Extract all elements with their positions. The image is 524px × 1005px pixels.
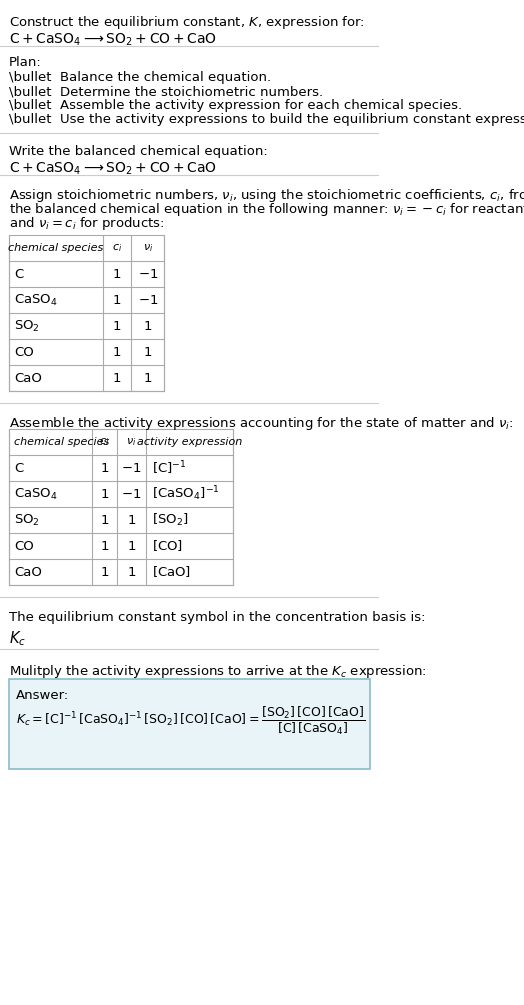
Text: C: C [15,267,24,280]
Text: 1: 1 [144,320,152,333]
Text: CaO: CaO [15,372,42,385]
Text: $[\mathrm{CaSO_4}]^{-1}$: $[\mathrm{CaSO_4}]^{-1}$ [152,484,220,504]
Text: Construct the equilibrium constant, $K$, expression for:: Construct the equilibrium constant, $K$,… [9,14,365,31]
Text: CO: CO [15,540,34,553]
Text: $[\mathrm{CaO}]$: $[\mathrm{CaO}]$ [152,565,191,580]
Text: Assemble the activity expressions accounting for the state of matter and $\nu_i$: Assemble the activity expressions accoun… [9,415,514,432]
Text: $K_c$: $K_c$ [9,629,26,647]
Text: CO: CO [15,346,34,359]
Text: $c_i$: $c_i$ [99,436,110,448]
Text: 1: 1 [127,540,136,553]
Text: 1: 1 [113,293,121,307]
Text: 1: 1 [113,320,121,333]
Text: chemical species: chemical species [15,437,110,447]
Text: activity expression: activity expression [137,437,242,447]
Text: 1: 1 [100,540,108,553]
Text: Mulitply the activity expressions to arrive at the $K_c$ expression:: Mulitply the activity expressions to arr… [9,663,427,680]
Text: the balanced chemical equation in the following manner: $\nu_i = -c_i$ for react: the balanced chemical equation in the fo… [9,201,524,218]
Text: \bullet  Balance the chemical equation.: \bullet Balance the chemical equation. [9,71,271,84]
Text: 1: 1 [144,372,152,385]
Text: \bullet  Use the activity expressions to build the equilibrium constant expressi: \bullet Use the activity expressions to … [9,113,524,126]
FancyBboxPatch shape [9,679,370,769]
Text: $[\mathrm{SO_2}]$: $[\mathrm{SO_2}]$ [152,512,188,528]
Text: Write the balanced chemical equation:: Write the balanced chemical equation: [9,145,267,158]
Text: $\nu_i$: $\nu_i$ [126,436,137,448]
Text: 1: 1 [100,514,108,527]
Text: $\nu_i$: $\nu_i$ [143,242,153,254]
Text: C: C [15,461,24,474]
FancyBboxPatch shape [9,235,164,391]
Text: $[\mathrm{CO}]$: $[\mathrm{CO}]$ [152,539,183,554]
Text: 1: 1 [127,514,136,527]
Text: 1: 1 [100,566,108,579]
Text: \bullet  Assemble the activity expression for each chemical species.: \bullet Assemble the activity expression… [9,99,462,112]
Text: 1: 1 [144,346,152,359]
Text: $K_c = [\mathrm{C}]^{-1}\,[\mathrm{CaSO_4}]^{-1}\,[\mathrm{SO_2}]\,[\mathrm{CO}]: $K_c = [\mathrm{C}]^{-1}\,[\mathrm{CaSO_… [16,705,365,737]
Text: $-1$: $-1$ [138,293,158,307]
Text: $\mathrm{C + CaSO_4 \longrightarrow SO_2 + CO + CaO}$: $\mathrm{C + CaSO_4 \longrightarrow SO_2… [9,161,217,178]
Text: $\mathrm{C + CaSO_4 \longrightarrow SO_2 + CO + CaO}$: $\mathrm{C + CaSO_4 \longrightarrow SO_2… [9,32,217,48]
Text: Assign stoichiometric numbers, $\nu_i$, using the stoichiometric coefficients, $: Assign stoichiometric numbers, $\nu_i$, … [9,187,524,204]
Text: 1: 1 [113,346,121,359]
Text: Plan:: Plan: [9,56,41,69]
Text: $-1$: $-1$ [121,487,141,500]
Text: $\mathrm{SO_2}$: $\mathrm{SO_2}$ [15,319,40,334]
Text: chemical species: chemical species [8,243,103,253]
Text: $\mathrm{SO_2}$: $\mathrm{SO_2}$ [15,513,40,528]
Text: $\mathrm{CaSO_4}$: $\mathrm{CaSO_4}$ [15,292,58,308]
Text: The equilibrium constant symbol in the concentration basis is:: The equilibrium constant symbol in the c… [9,611,425,624]
Text: $c_i$: $c_i$ [112,242,122,254]
Text: \bullet  Determine the stoichiometric numbers.: \bullet Determine the stoichiometric num… [9,85,323,98]
Text: CaO: CaO [15,566,42,579]
Text: Answer:: Answer: [16,689,69,702]
Text: $\mathrm{CaSO_4}$: $\mathrm{CaSO_4}$ [15,486,58,501]
Text: $[\mathrm{C}]^{-1}$: $[\mathrm{C}]^{-1}$ [152,459,186,476]
Text: 1: 1 [127,566,136,579]
Text: 1: 1 [100,461,108,474]
Text: 1: 1 [113,372,121,385]
Text: 1: 1 [113,267,121,280]
Text: 1: 1 [100,487,108,500]
Text: $-1$: $-1$ [138,267,158,280]
Text: and $\nu_i = c_i$ for products:: and $\nu_i = c_i$ for products: [9,215,165,232]
Text: $-1$: $-1$ [121,461,141,474]
FancyBboxPatch shape [9,429,233,585]
